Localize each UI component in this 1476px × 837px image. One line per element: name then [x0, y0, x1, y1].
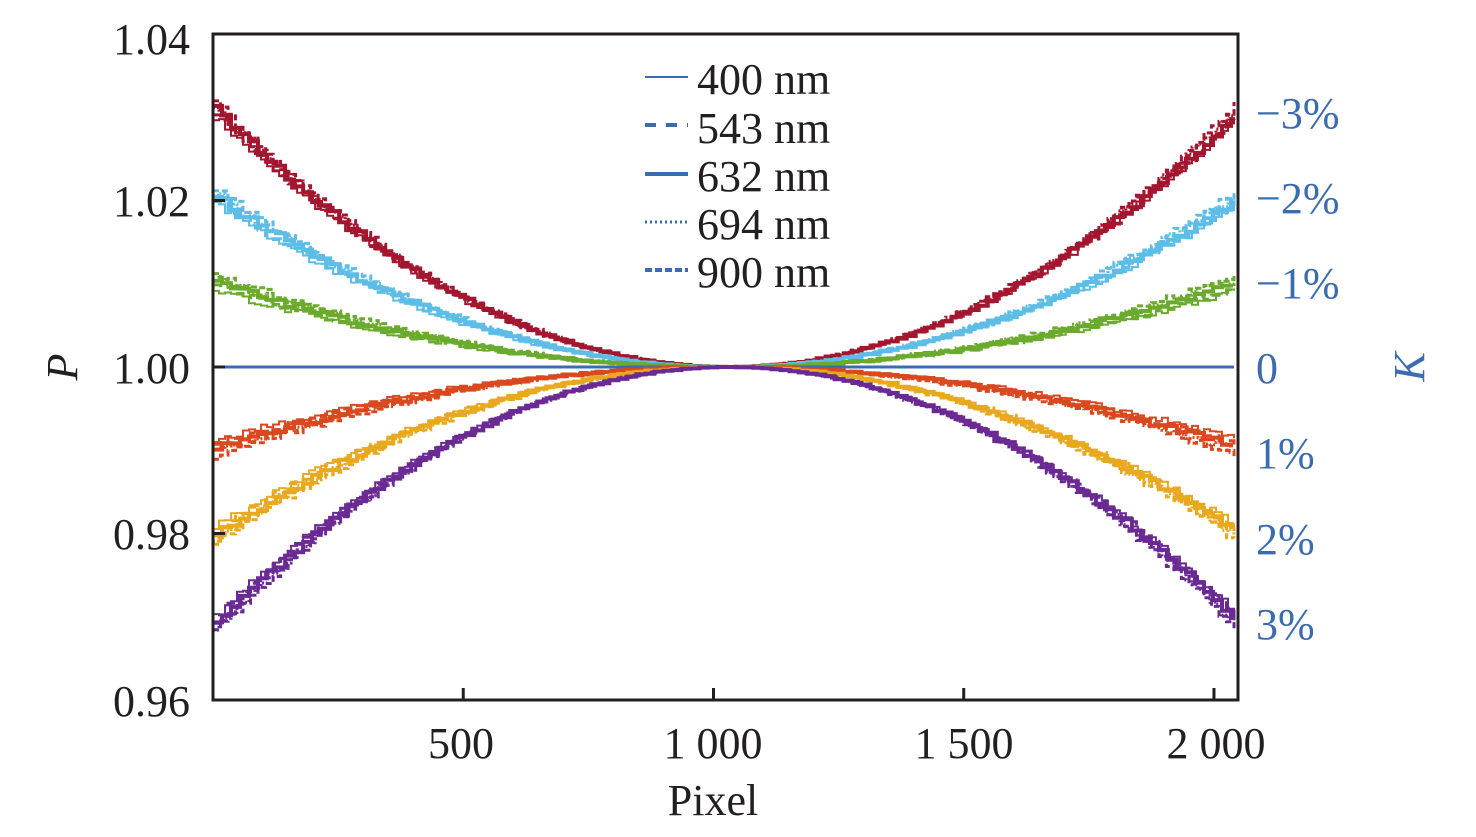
y-tick-label: 1.04: [113, 15, 190, 64]
legend: 400 nm 543 nm 632 nm 694 nm 900 nm: [645, 55, 830, 297]
x-tick-label: 1 000: [664, 719, 763, 768]
k-tick-label: 0: [1256, 344, 1278, 393]
x-tick-label: 1 500: [915, 719, 1014, 768]
y-ticks: [213, 32, 225, 702]
legend-item: 694 nm: [645, 200, 830, 249]
y2-axis-title: K: [1385, 350, 1434, 383]
legend-label: 400 nm: [697, 55, 830, 104]
plot-frame: [211, 32, 1240, 702]
series-line-694-nm-k3pct: [213, 365, 1236, 632]
x-tick-label: 500: [428, 719, 494, 768]
series-line-900-nm-k3pct: [213, 365, 1236, 632]
y-tick-label: 0.98: [113, 510, 190, 559]
legend-label: 632 nm: [697, 152, 830, 201]
legend-item: 900 nm: [645, 248, 830, 297]
legend-item: 632 nm: [645, 152, 830, 201]
k-tick-label: 3%: [1256, 600, 1315, 649]
k-tick-label: 2%: [1256, 515, 1315, 564]
x-tick-label: 2 000: [1167, 719, 1266, 768]
legend-item: 543 nm: [645, 104, 830, 153]
x-ticks: [461, 688, 1216, 700]
legend-item: 400 nm: [645, 55, 830, 104]
k-tick-label: 1%: [1256, 429, 1315, 478]
series-line-400-nm-k2pct: [213, 366, 1235, 530]
k-tick-label: −2%: [1256, 174, 1339, 223]
curves-layer: [213, 99, 1236, 632]
legend-label: 900 nm: [697, 248, 830, 297]
k-tick-label: −1%: [1256, 259, 1339, 308]
x-axis-title: Pixel: [668, 776, 758, 825]
legend-label: 543 nm: [697, 104, 830, 153]
y-tick-label: 1.02: [113, 177, 190, 226]
legend-label: 694 nm: [697, 200, 830, 249]
y-axis-title: P: [38, 354, 87, 382]
y-tick-label: 0.96: [113, 677, 190, 726]
k-tick-label: −3%: [1256, 89, 1339, 138]
y-tick-label: 1.00: [113, 344, 190, 393]
